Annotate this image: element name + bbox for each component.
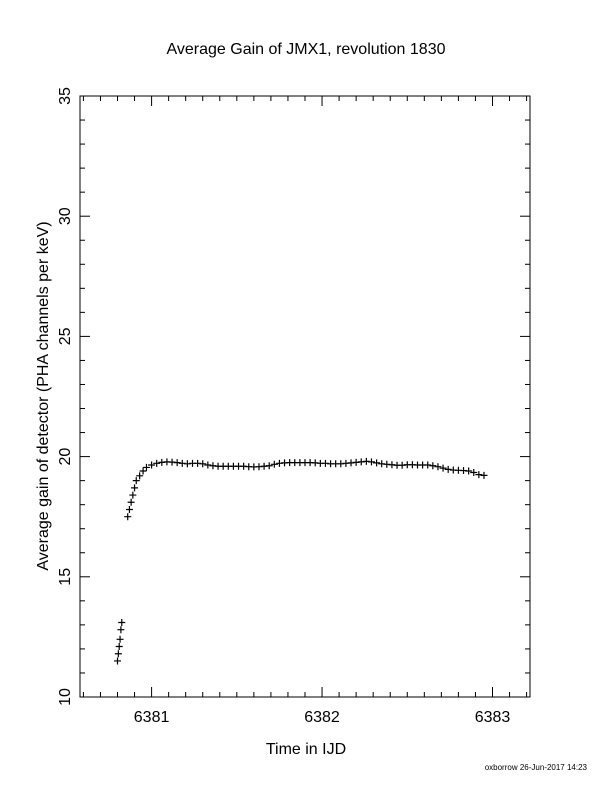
data-point — [424, 461, 432, 469]
data-point — [131, 484, 139, 492]
data-point — [114, 650, 122, 658]
data-point — [444, 465, 452, 473]
data-point — [142, 463, 150, 471]
data-point — [116, 635, 124, 643]
data-point — [270, 460, 278, 468]
data-point — [117, 626, 125, 634]
y-tick-label: 20 — [57, 448, 74, 466]
data-point — [204, 461, 212, 469]
data-point — [480, 471, 488, 479]
data-point — [434, 463, 442, 471]
data-point — [132, 477, 140, 485]
y-tick-label: 25 — [57, 327, 74, 345]
data-point — [173, 459, 181, 467]
chart-title: Average Gain of JMX1, revolution 1830 — [167, 41, 446, 58]
data-point — [475, 471, 483, 479]
data-point — [265, 462, 273, 470]
y-tick-label: 30 — [57, 207, 74, 225]
data-point — [118, 618, 126, 626]
data-point — [470, 468, 478, 476]
y-tick-label: 10 — [57, 688, 74, 706]
data-point — [129, 491, 137, 499]
y-tick-label: 15 — [57, 568, 74, 586]
data-point — [124, 513, 132, 521]
data-point — [373, 459, 381, 467]
data-point — [136, 472, 144, 480]
data-point — [199, 460, 207, 468]
data-point — [465, 467, 473, 475]
data-point — [153, 459, 161, 467]
y-axis-ticks — [80, 95, 530, 698]
y-axis-tick-labels: 10 15 20 25 30 35 — [57, 87, 74, 706]
data-point — [148, 461, 156, 469]
data-point — [139, 467, 147, 475]
x-axis-tick-labels: 6381 6382 6383 — [134, 709, 511, 726]
data-series — [114, 457, 488, 665]
footer-credit: oxborrow 26-Jun-2017 14:23 — [485, 763, 588, 772]
y-axis-label: Average gain of detector (PHA channels p… — [35, 221, 52, 570]
x-axis-label: Time in IJD — [266, 741, 346, 758]
x-tick-label: 6381 — [134, 709, 170, 726]
y-tick-label: 35 — [57, 87, 74, 105]
x-tick-label: 6382 — [304, 709, 340, 726]
data-point — [439, 464, 447, 472]
data-point — [429, 462, 437, 470]
plot-frame — [79, 95, 531, 698]
data-point — [367, 458, 375, 466]
data-point — [125, 505, 133, 513]
x-tick-label: 6383 — [475, 709, 511, 726]
data-point — [115, 643, 123, 651]
x-axis-ticks — [82, 96, 528, 697]
data-point — [114, 657, 121, 665]
data-point — [127, 498, 135, 506]
